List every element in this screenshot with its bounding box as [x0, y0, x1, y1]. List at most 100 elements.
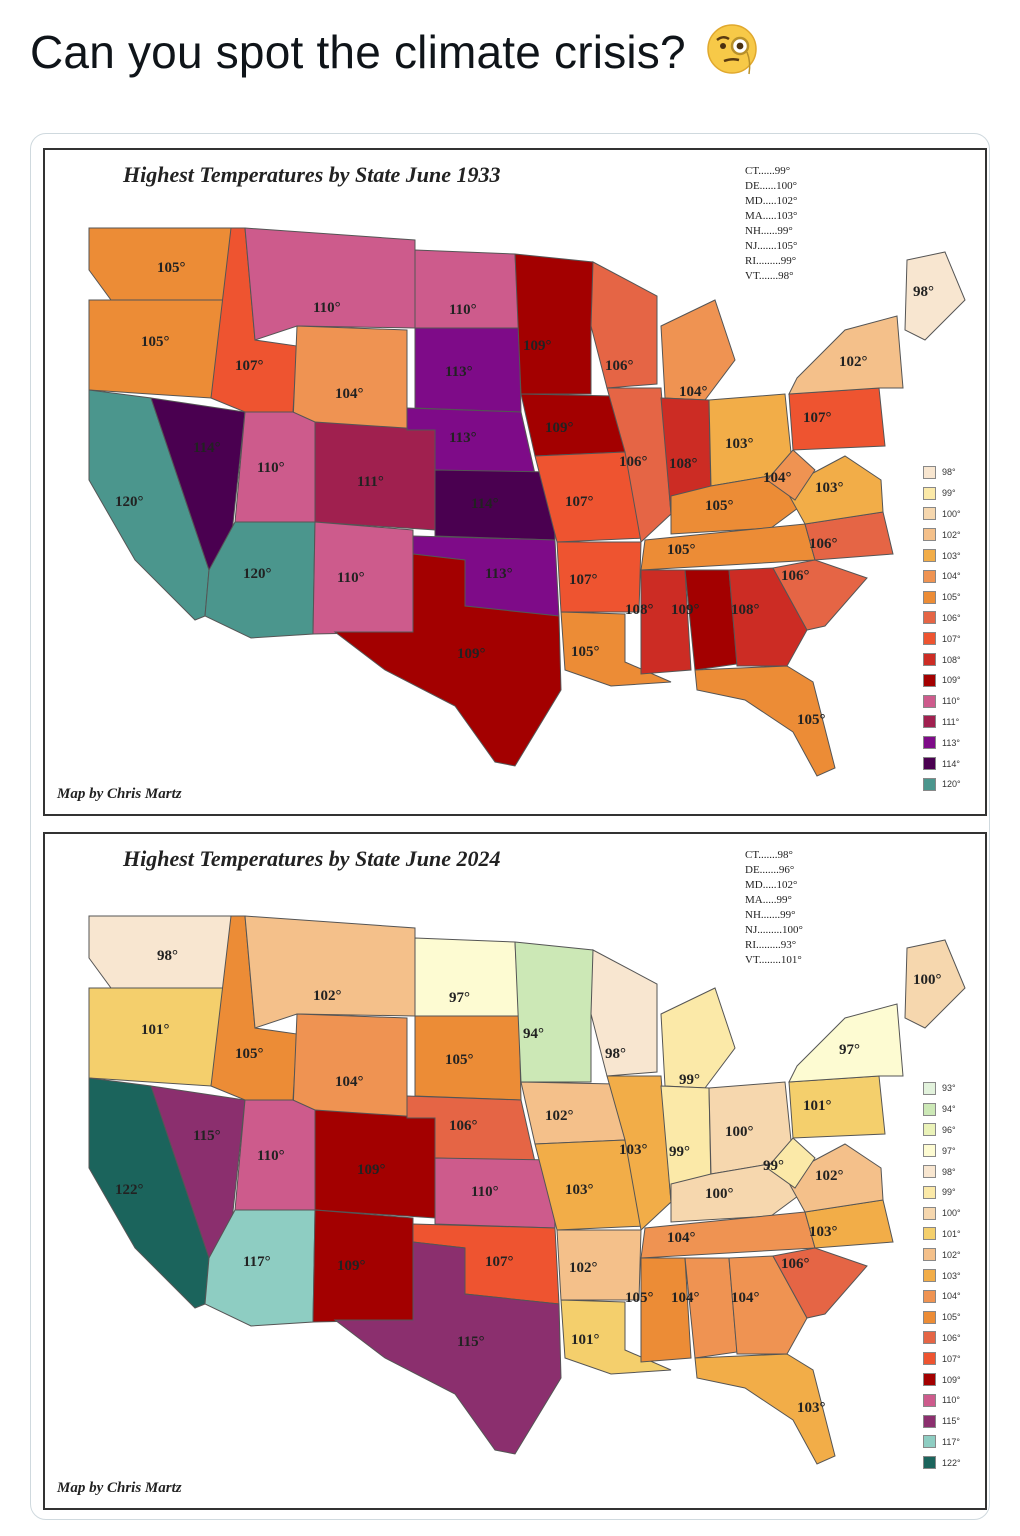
state-label-oh: 103°: [725, 436, 754, 452]
state-tx: [333, 553, 562, 767]
map-2024-svg: 98° 101° 122° 115° 105° 102° 104° 110° 117° 109° 1…: [88, 915, 966, 1465]
legend-label: 107°: [942, 633, 961, 644]
tweet-text: Can you spot the climate crisis?: [30, 22, 759, 79]
legend-2024: 93° 94° 96° 97° 98° 99° 100° 101° 102° 103° 104° 10…: [923, 1078, 961, 1473]
legend-swatch: [923, 1102, 936, 1116]
state-mt: [244, 227, 416, 341]
legend-item: 109°: [923, 670, 961, 691]
state-label-me: 100°: [913, 972, 942, 988]
state-label-mt: 102°: [313, 988, 342, 1004]
state-label-id: 107°: [235, 358, 264, 374]
legend-swatch: [923, 1081, 936, 1095]
map-credit-2024: Map by Chris Martz: [57, 1480, 182, 1496]
legend-item: 117°: [923, 1432, 961, 1453]
legend-label: 106°: [942, 612, 961, 623]
state-label-in: 99°: [669, 1144, 690, 1160]
legend-label: 117°: [942, 1436, 960, 1447]
legend-item: 103°: [923, 545, 961, 566]
legend-1933: 98° 99° 100° 102° 103° 104° 105° 106° 107° 108° 10…: [923, 462, 961, 795]
state-label-ut: 110°: [257, 1148, 285, 1164]
legend-label: 105°: [942, 592, 961, 603]
legend-swatch: [923, 1331, 936, 1345]
legend-swatch: [923, 1456, 936, 1470]
legend-item: 96°: [923, 1120, 961, 1141]
legend-swatch: [923, 673, 936, 687]
legend-label: 94°: [942, 1104, 956, 1115]
state-label-me: 98°: [913, 284, 934, 300]
legend-label: 99°: [942, 1187, 956, 1198]
state-label-nm: 109°: [337, 1258, 366, 1274]
legend-swatch: [923, 632, 936, 646]
state-label-fl: 103°: [797, 1400, 826, 1416]
legend-swatch: [923, 757, 936, 771]
state-label-mt: 110°: [313, 300, 341, 316]
state-label-or: 101°: [141, 1022, 170, 1038]
legend-label: 98°: [942, 1166, 956, 1177]
legend-item: 99°: [923, 1182, 961, 1203]
legend-swatch: [923, 1414, 936, 1428]
state-ga: [728, 567, 808, 667]
state-wy: [292, 325, 408, 431]
legend-label: 93°: [942, 1083, 956, 1094]
state-label-ks: 114°: [471, 496, 499, 512]
state-label-az: 117°: [243, 1254, 271, 1270]
legend-swatch: [923, 465, 936, 479]
state-label-ny: 102°: [839, 354, 868, 370]
state-label-la: 105°: [571, 644, 600, 660]
legend-swatch: [923, 1310, 936, 1324]
state-al: [684, 569, 738, 671]
state-label-ny: 97°: [839, 1042, 860, 1058]
legend-swatch: [923, 611, 936, 625]
state-label-ga: 104°: [731, 1290, 760, 1306]
legend-label: 109°: [942, 1374, 961, 1385]
state-fl: [694, 665, 836, 777]
tweet-media-card[interactable]: 105° 105° 120° 114° 107° 110° 104° 110° 120° 111°…: [30, 133, 990, 1520]
state-label-ia: 109°: [545, 420, 574, 436]
legend-label: 122°: [942, 1457, 961, 1468]
state-wi: [590, 261, 658, 389]
legend-label: 110°: [942, 696, 960, 707]
legend-item: 105°: [923, 1307, 961, 1328]
state-label-al: 104°: [671, 1290, 700, 1306]
state-ga: [728, 1255, 808, 1355]
legend-label: 104°: [942, 571, 961, 582]
state-ar: [556, 1229, 642, 1301]
state-label-mi: 104°: [679, 384, 708, 400]
state-label-wa: 105°: [157, 260, 186, 276]
legend-swatch: [923, 1248, 936, 1262]
state-label-oh: 100°: [725, 1124, 754, 1140]
ne-item: DE.......96°: [745, 864, 795, 876]
legend-item: 109°: [923, 1369, 961, 1390]
legend-item: 103°: [923, 1265, 961, 1286]
state-wv: [766, 1137, 816, 1189]
state-label-az: 120°: [243, 566, 272, 582]
state-ny: [788, 1003, 904, 1083]
state-label-wv: 99°: [763, 1158, 784, 1174]
state-ar: [556, 541, 642, 613]
state-label-or: 105°: [141, 334, 170, 350]
state-label-il: 106°: [619, 454, 648, 470]
state-label-ky: 100°: [705, 1186, 734, 1202]
state-label-nd: 97°: [449, 990, 470, 1006]
legend-label: 108°: [942, 654, 961, 665]
ne-item: MA.....99°: [745, 894, 792, 906]
legend-label: 96°: [942, 1124, 956, 1135]
state-label-co: 111°: [357, 474, 384, 490]
state-label-ca: 120°: [115, 494, 144, 510]
state-label-mo: 107°: [565, 494, 594, 510]
state-label-ca: 122°: [115, 1182, 144, 1198]
legend-item: 107°: [923, 628, 961, 649]
legend-item: 110°: [923, 1390, 961, 1411]
state-la: [560, 1299, 672, 1375]
legend-item: 113°: [923, 732, 961, 753]
state-label-tx: 109°: [457, 646, 486, 662]
ne-item: NH......99°: [745, 225, 793, 237]
legend-item: 102°: [923, 524, 961, 545]
state-label-sd: 105°: [445, 1052, 474, 1068]
state-label-ms: 108°: [625, 602, 654, 618]
ne-item: RI.........93°: [745, 939, 797, 951]
state-ny: [788, 315, 904, 395]
legend-label: 98°: [942, 467, 956, 478]
legend-swatch: [923, 736, 936, 750]
legend-label: 105°: [942, 1312, 961, 1323]
